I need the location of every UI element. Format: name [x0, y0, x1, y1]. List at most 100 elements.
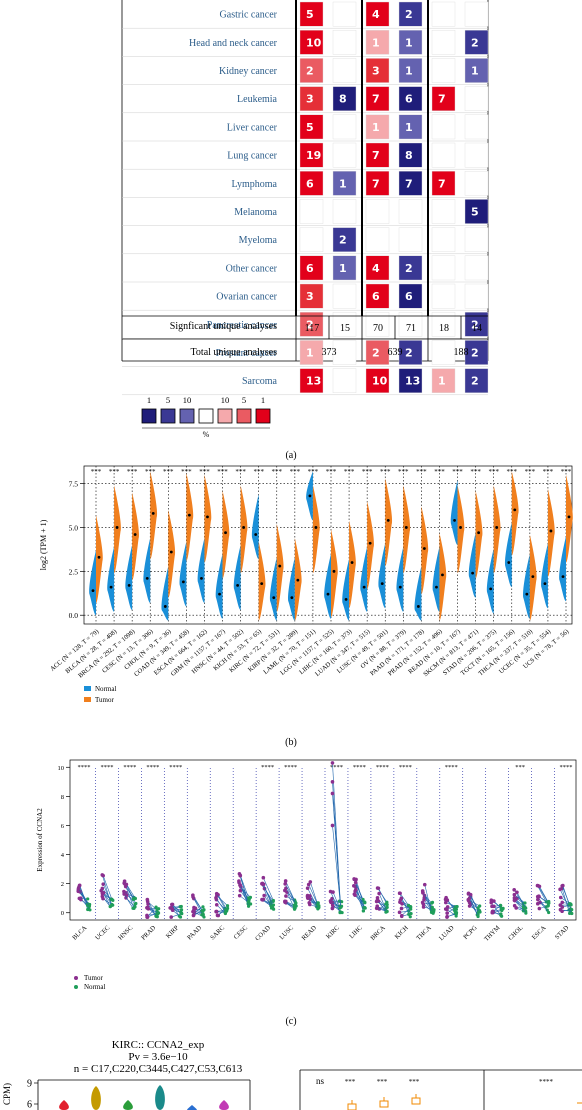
tumor-point: [400, 901, 404, 906]
legend-label: 1: [147, 395, 151, 405]
tumor-violin: [96, 515, 103, 603]
significance-label: ***: [217, 468, 228, 476]
cell-up: [365, 340, 390, 365]
tumor-median-point: [332, 569, 336, 573]
cell-down: [332, 142, 357, 168]
tumor-point: [467, 900, 472, 905]
tumor-point: [445, 898, 450, 902]
cell-value: 19: [306, 149, 321, 162]
significance-label: ***: [344, 468, 355, 476]
normal-point: [430, 901, 434, 905]
normal-median-point: [290, 596, 294, 600]
pair-line: [284, 883, 297, 904]
normal-point: [406, 903, 411, 907]
cell-up: [431, 170, 456, 196]
kirc-violin: [91, 1086, 101, 1110]
normal-point: [131, 906, 135, 910]
normal-violin: [523, 553, 530, 619]
box-fragment: [379, 1100, 389, 1108]
tumor-point: [558, 887, 562, 892]
pair-line: [310, 881, 318, 903]
cell-up: [431, 340, 456, 365]
normal-median-point: [416, 605, 420, 608]
tumor-point: [170, 902, 174, 907]
tumor-median-point: [477, 531, 481, 535]
panel-a-label: (a): [285, 450, 296, 461]
normal-point: [179, 908, 184, 912]
cell-down: [464, 30, 489, 55]
pair-line: [424, 884, 432, 913]
cell-down: [464, 199, 489, 224]
cell-value: 2: [471, 318, 479, 331]
significance-label: ***: [380, 468, 391, 476]
tumor-violin: [240, 485, 248, 574]
cell-up: [299, 114, 324, 140]
tumor-median-point: [441, 573, 444, 577]
tumor-median-point: [350, 561, 354, 564]
cell-up: [299, 142, 324, 168]
tumor-point: [284, 894, 288, 898]
y-tick-label: 2.5: [69, 567, 79, 576]
tumor-point: [535, 901, 540, 906]
panel-d-n-text: n = C17,C220,C3445,C427,C53,C613: [74, 1063, 243, 1075]
significance-label: ***: [272, 468, 283, 476]
kirc-violin: [219, 1100, 229, 1110]
cell-down: [332, 199, 357, 224]
y-tick-label: 8: [61, 794, 64, 801]
cell-value: 1: [438, 375, 446, 388]
y-tick-label: 7.5: [69, 480, 79, 489]
significance-label: ****: [284, 764, 297, 771]
cell-down: [398, 340, 423, 365]
tumor-point: [512, 898, 517, 903]
normal-point: [524, 906, 528, 910]
normal-median-point: [218, 592, 221, 596]
y-tick-label: 0.0: [69, 611, 79, 620]
tumor-point: [101, 882, 106, 886]
cell-up: [365, 368, 390, 394]
cell-value: 2: [471, 375, 479, 388]
tumor-point: [537, 884, 542, 889]
total-value: 188: [454, 347, 469, 358]
legend-swatch: [217, 408, 233, 424]
normal-median-point: [181, 580, 185, 584]
cell-value: 7: [405, 177, 413, 190]
pair-line: [307, 897, 319, 906]
normal-point: [202, 915, 206, 919]
panel-c-paired: Expression of CCNA2 0 2 4 6 8 10 **** BLCA **** U…: [36, 759, 577, 1027]
cell-up: [431, 114, 456, 140]
significance-label: ***: [434, 468, 445, 476]
tumor-point: [445, 911, 449, 915]
cancer-label: Lymphoma: [231, 179, 277, 190]
normal-point: [156, 911, 161, 915]
normal-point: [248, 895, 253, 899]
tumor-point: [536, 897, 540, 902]
cell-value: 7: [438, 93, 446, 106]
pair-line: [422, 892, 432, 904]
normal-median-point: [344, 598, 348, 601]
normal-point: [363, 901, 367, 905]
tumor-violin: [457, 485, 465, 574]
tumor-point: [261, 882, 266, 887]
pair-line: [537, 901, 549, 905]
cell-up: [299, 227, 324, 253]
normal-point: [292, 903, 296, 907]
pair-line: [240, 875, 249, 902]
normal-point: [499, 906, 503, 910]
tumor-point: [330, 780, 335, 784]
significance-label: ***: [290, 468, 301, 476]
total-value: 639: [388, 347, 403, 358]
heatmap-row: Sarcoma 13 10 13 1 2: [122, 368, 489, 396]
cell-value: 1: [372, 36, 380, 49]
cell-up: [431, 1, 456, 27]
kirc-violin: [123, 1100, 133, 1110]
normal-violin: [288, 557, 295, 621]
normal-median-point: [145, 576, 149, 580]
pair-line: [399, 893, 409, 906]
legend-label: 5: [166, 395, 170, 405]
normal-point: [547, 899, 551, 904]
tumor-point: [560, 909, 564, 914]
panel-d-subtitle: Pv = 3.6e−10: [128, 1051, 188, 1063]
pair-line: [376, 901, 388, 908]
category-label: ESCA: [531, 924, 548, 941]
cell-up: [365, 283, 390, 309]
